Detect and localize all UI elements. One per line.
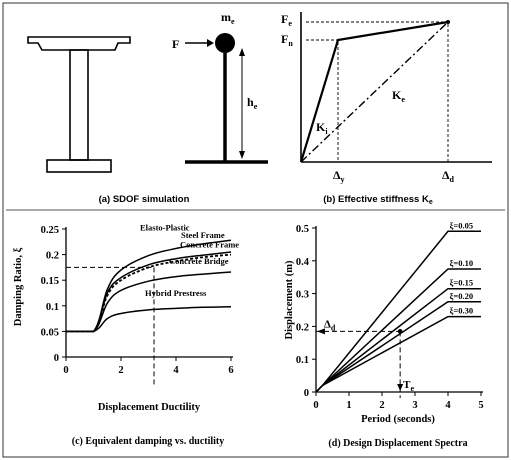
fn-label: Fn [281, 32, 293, 48]
c-series-line [66, 271, 232, 333]
d-y-tick-label: 0.2 [296, 322, 309, 333]
panel-c-damping-chart: Damping Ratio, ξ Displacement Ductility … [13, 222, 239, 447]
panel-a-sdof: me F he (a) SDOF simulation [27, 10, 268, 205]
c-series-line [66, 251, 232, 333]
d-y-tick-label: 0.1 [296, 355, 309, 366]
c-series-label: Steel Frame [181, 230, 225, 240]
c-series-label: Hybrid Prestress [145, 288, 207, 298]
d-y-tick-label: 0 [304, 388, 309, 399]
d-series-label: ξ=0.15 [450, 278, 474, 288]
d-y-tick-label: 0.5 [296, 224, 309, 235]
c-caption: (c) Equivalent damping vs. ductility [72, 436, 225, 447]
d-plot-area: 0 0.1 0.2 0.3 0.4 0.5 0 1 2 3 4 5 ξ=0.05 ξ=0.10 ξ=0.15… [296, 220, 484, 411]
height-arrow-down-icon [239, 151, 245, 159]
fe-label: Fe [281, 12, 292, 28]
panel-d-displacement-spectra: Displacement (m) Period (seconds) (d) De… [284, 220, 484, 449]
bilinear-curve [299, 20, 449, 163]
c-y-tick-label: 0.05 [41, 327, 59, 338]
force-label: F [172, 37, 179, 51]
d-series-label: ξ=0.10 [450, 258, 474, 268]
panel-b-effective-stiffness: Fe Fn Ke Ki Δy Δd (b) Effective stiffnes… [281, 12, 492, 206]
c-x-tick-label: 2 [118, 365, 123, 376]
c-x-tick-label: 0 [63, 365, 68, 376]
c-y-tick-label: 0.25 [41, 225, 59, 236]
c-y-tick-label: 0.2 [46, 251, 59, 262]
lumped-mass [215, 33, 235, 53]
height-arrow-up-icon [239, 48, 245, 56]
panel-b-caption: (b) Effective stiffness Ke [323, 194, 433, 206]
d-y-axis-label: Displacement (m) [284, 260, 295, 340]
peak-point [446, 20, 450, 24]
ke-label: Ke [392, 88, 405, 104]
d-x-tick-label: 0 [313, 400, 318, 411]
pier-footing [46, 159, 112, 173]
d-x-tick-label: 2 [379, 400, 384, 411]
c-series-label: Concrete Bridge [169, 256, 229, 266]
c-series-label: Elasto-Plastic [140, 222, 190, 232]
c-y-tick-label: 0.15 [41, 276, 59, 287]
d-series-label: ξ=0.30 [450, 306, 474, 316]
c-series-line [66, 239, 232, 333]
c-y-axis-label: Damping Ratio, ξ [13, 247, 24, 326]
force-arrow-icon [207, 39, 214, 47]
pier-deck [27, 36, 131, 51]
d-arrow-down-icon [397, 384, 404, 391]
panel-a-caption: (a) SDOF simulation [99, 194, 190, 205]
secant-line [300, 21, 449, 163]
d-arrow-left-icon [317, 328, 325, 335]
mass-label: me [221, 10, 235, 26]
height-label: he [247, 95, 258, 111]
d-series-line [315, 315, 481, 393]
c-plot-area: 0 0.05 0.1 0.15 0.2 0.25 0 2 4 6 Elasto-PlasticSte… [41, 222, 239, 387]
dd-label: Δd [442, 168, 455, 184]
d-caption: (d) Design Displacement Spectra [328, 438, 467, 449]
c-series-label: Concrete Frame [180, 240, 239, 250]
dy-label: Δy [333, 168, 345, 184]
d-x-tick-label: 4 [445, 400, 451, 411]
d-annotation-point [397, 329, 403, 334]
c-y-tick-label: 0.1 [46, 302, 59, 313]
d-series-label: ξ=0.05 [450, 220, 474, 230]
d-x-tick-label: 3 [412, 400, 417, 411]
d-x-tick-label: 5 [478, 400, 483, 411]
c-series-line [66, 306, 232, 333]
c-y-tick-label: 0 [54, 353, 59, 364]
d-period-label: Te [403, 379, 414, 393]
d-delta-label: Δd [324, 318, 336, 332]
c-x-tick-label: 4 [173, 365, 179, 376]
d-series-label: ξ=0.20 [450, 291, 474, 301]
d-x-tick-label: 1 [346, 400, 351, 411]
c-x-axis-label: Displacement Ductility [98, 402, 201, 413]
d-y-tick-label: 0.3 [296, 290, 309, 301]
d-x-axis-label: Period (seconds) [361, 414, 435, 425]
d-y-tick-label: 0.4 [296, 257, 310, 268]
ki-label: Ki [316, 120, 328, 136]
c-x-tick-label: 6 [228, 365, 233, 376]
